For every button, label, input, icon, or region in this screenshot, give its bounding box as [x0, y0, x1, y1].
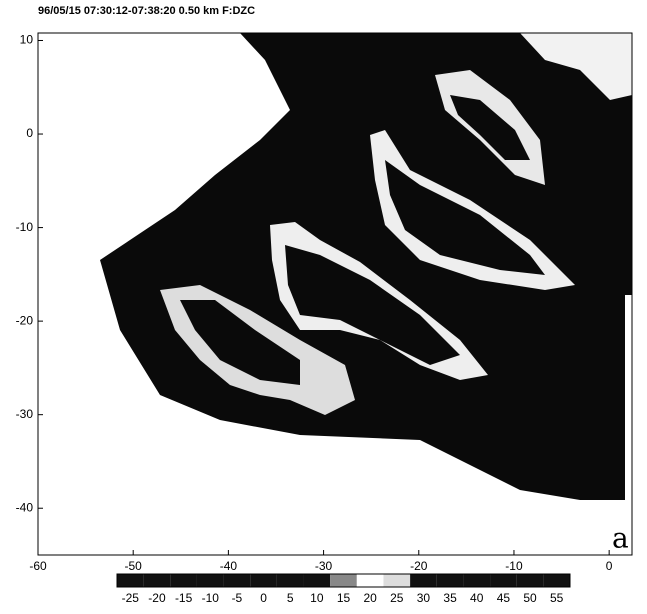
colorbar-cell — [303, 574, 331, 587]
plot-frame — [37, 32, 633, 556]
colorbar-cell — [276, 574, 304, 587]
colorbar-tick-label: 40 — [470, 591, 484, 605]
colorbar-cell — [143, 574, 171, 587]
colorbar-tick-label: -5 — [232, 591, 243, 605]
y-tick-label: -40 — [16, 500, 34, 514]
colorbar-tick-label: 45 — [497, 591, 511, 605]
x-tick-label: -20 — [410, 559, 428, 573]
x-tick-label: -40 — [220, 559, 238, 573]
colorbar-cell — [223, 574, 251, 587]
colorbar-tick-label: 10 — [310, 591, 324, 605]
colorbar-tick-label: 55 — [550, 591, 564, 605]
y-tick-label: 10 — [20, 33, 34, 47]
panel-label: a — [612, 522, 629, 555]
colorbar-tick-label: 30 — [417, 591, 431, 605]
x-tick-label: -50 — [125, 559, 143, 573]
x-tick-label: -30 — [315, 559, 333, 573]
colorbar-cell — [410, 574, 437, 587]
y-tick-label: 0 — [26, 126, 33, 140]
colorbar-tick-label: -20 — [148, 591, 166, 605]
colorbar-frame — [116, 573, 571, 588]
colorbar-tick-label: -15 — [175, 591, 193, 605]
colorbar-tick-label: 50 — [523, 591, 537, 605]
colorbar-cell — [436, 574, 464, 587]
colorbar-cell — [383, 574, 411, 587]
y-tick-label: -30 — [16, 407, 34, 421]
colorbar-tick-label: -25 — [122, 591, 140, 605]
x-tick-label: -10 — [505, 559, 523, 573]
colorbar-cell — [516, 574, 544, 587]
colorbar-cell — [490, 574, 517, 587]
y-tick-label: -10 — [16, 220, 34, 234]
colorbar-tick-label: 20 — [363, 591, 377, 605]
y-tick-label: -20 — [16, 313, 34, 327]
chart-title: 96/05/15 07:30:12-07:38:20 0.50 km F:DZC — [38, 5, 255, 17]
colorbar-tick-label: 0 — [260, 591, 267, 605]
colorbar-tick-label: 35 — [443, 591, 457, 605]
colorbar-tick-label: -10 — [202, 591, 220, 605]
x-tick-label: 0 — [606, 559, 613, 573]
colorbar-cell — [250, 574, 277, 587]
colorbar-cell — [356, 574, 384, 587]
x-tick-label: -60 — [29, 559, 47, 573]
colorbar-tick-label: 5 — [287, 591, 294, 605]
colorbar-cell — [196, 574, 224, 587]
colorbar-cell — [543, 574, 570, 587]
colorbar-cell — [463, 574, 491, 587]
colorbar-cell — [170, 574, 197, 587]
radar-field — [100, 33, 632, 500]
colorbar-tick-label: 15 — [337, 591, 351, 605]
colorbar-tick-label: 25 — [390, 591, 404, 605]
colorbar-cell — [117, 574, 144, 587]
colorbar-cell — [330, 574, 357, 587]
